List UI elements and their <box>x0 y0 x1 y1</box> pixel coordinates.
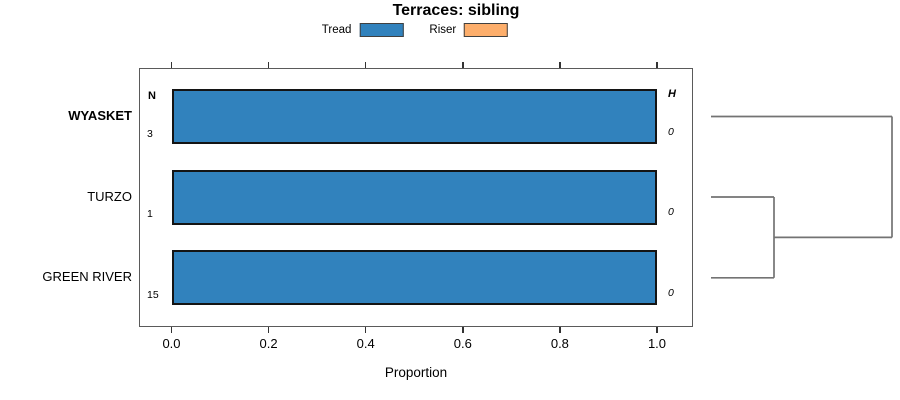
x-tick-top <box>170 62 173 68</box>
category-label: WYASKET <box>68 108 132 123</box>
x-tick-label: 0.2 <box>259 336 278 351</box>
legend-item-tread: Tread <box>322 23 404 37</box>
category-label: GREEN RIVER <box>42 269 132 285</box>
x-tick-label: 0.8 <box>550 336 569 351</box>
x-tick-bottom <box>462 327 464 333</box>
legend: Tread Riser <box>322 23 509 37</box>
x-tick-top <box>462 62 464 68</box>
x-tick-label: 0.0 <box>162 336 181 351</box>
h-value: 0 <box>668 125 674 138</box>
x-tick-bottom <box>267 327 270 333</box>
n-column-header: N <box>148 90 156 102</box>
n-value: 1 <box>147 208 153 220</box>
bar-tread <box>171 250 657 306</box>
x-axis-label: Proportion <box>384 365 448 380</box>
x-tick-top <box>267 62 270 68</box>
plot-area <box>139 68 693 327</box>
x-tick-bottom <box>364 327 367 333</box>
bar-tread <box>171 89 657 144</box>
x-tick-top <box>656 62 658 68</box>
x-tick-top <box>559 62 561 68</box>
x-tick-bottom <box>656 327 658 333</box>
legend-swatch-tread <box>359 23 404 37</box>
category-label: TURZO <box>87 188 132 204</box>
h-column-header: H <box>668 88 676 100</box>
n-value: 3 <box>147 127 153 140</box>
legend-label: Tread <box>321 24 352 36</box>
n-value: 15 <box>147 288 159 301</box>
x-tick-label: 0.4 <box>356 336 375 351</box>
x-tick-top <box>364 62 367 68</box>
x-tick-label: 0.6 <box>453 336 472 351</box>
legend-swatch-riser <box>464 23 509 37</box>
x-tick-bottom <box>559 327 561 333</box>
legend-item-riser: Riser <box>429 23 509 37</box>
x-tick-bottom <box>170 327 173 333</box>
h-value: 0 <box>668 206 674 218</box>
legend-label: Riser <box>429 24 457 36</box>
bar-tread <box>171 169 657 225</box>
chart-title: Terraces: sibling <box>392 2 520 19</box>
h-value: 0 <box>668 286 674 299</box>
x-tick-label: 1.0 <box>647 336 667 351</box>
